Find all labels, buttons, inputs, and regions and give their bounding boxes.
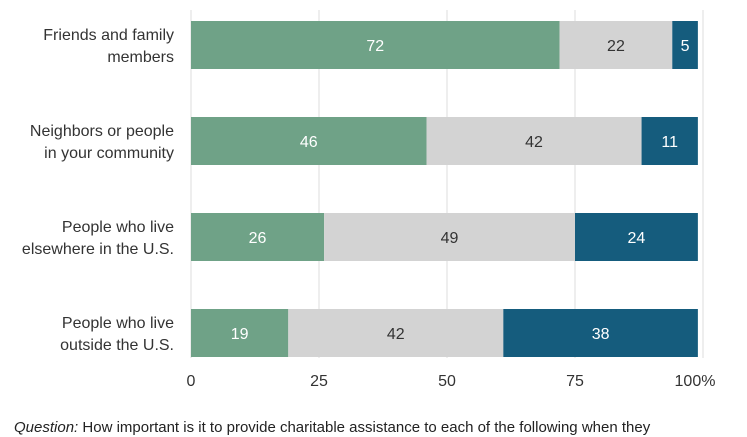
bar-segment-3-2: [503, 309, 698, 357]
x-tick-label-1: 25: [310, 373, 328, 390]
bar-segment-1-0: [191, 117, 427, 165]
bar-segment-2-0: [191, 213, 325, 261]
data-label-2-2: 24: [628, 230, 646, 247]
x-tick-label-2: 50: [438, 373, 456, 390]
question-footnote: Question: How important is it to provide…: [14, 419, 747, 437]
bar-segment-0-1: [559, 21, 673, 69]
data-label-2-0: 26: [249, 230, 267, 247]
data-label-0-0: 72: [366, 38, 384, 55]
bar-segment-1-2: [641, 117, 698, 165]
bar-segment-1-1: [426, 117, 642, 165]
bar-segment-0-2: [672, 21, 698, 69]
bar-segment-3-0: [191, 309, 289, 357]
category-label-0: Friends and family members: [43, 27, 174, 66]
data-label-2-1: 49: [441, 230, 459, 247]
data-label-1-1: 42: [525, 134, 543, 151]
category-label-2: People who live elsewhere in the U.S.: [22, 219, 174, 258]
chart-canvas: 72 22 5 Friends and family members 46 42 11 Neig…: [22, 10, 716, 390]
bar-segment-2-1: [324, 213, 575, 261]
x-tick-label-3: 75: [566, 373, 584, 390]
category-label-3: People who live outside the U.S.: [60, 315, 174, 354]
x-tick-label-4: 100%: [675, 373, 716, 390]
question-label: Question:: [14, 419, 79, 436]
data-label-0-2: 5: [681, 38, 690, 55]
bar-segment-0-0: [191, 21, 560, 69]
x-tick-label-0: 0: [187, 373, 196, 390]
data-label-3-2: 38: [592, 326, 610, 343]
data-label-0-1: 22: [607, 38, 625, 55]
data-label-3-1: 42: [387, 326, 405, 343]
category-label-1: Neighbors or people in your community: [30, 123, 174, 162]
data-label-1-0: 46: [300, 134, 318, 151]
data-label-3-0: 19: [231, 326, 249, 343]
bar-segment-3-1: [288, 309, 504, 357]
question-text: How important is it to provide charitabl…: [82, 419, 651, 436]
bar-segment-2-2: [575, 213, 698, 261]
stacked-bar-chart: 72 22 5 Friends and family members 46 42 11 Neig…: [14, 10, 716, 436]
data-label-1-2: 11: [661, 134, 678, 151]
